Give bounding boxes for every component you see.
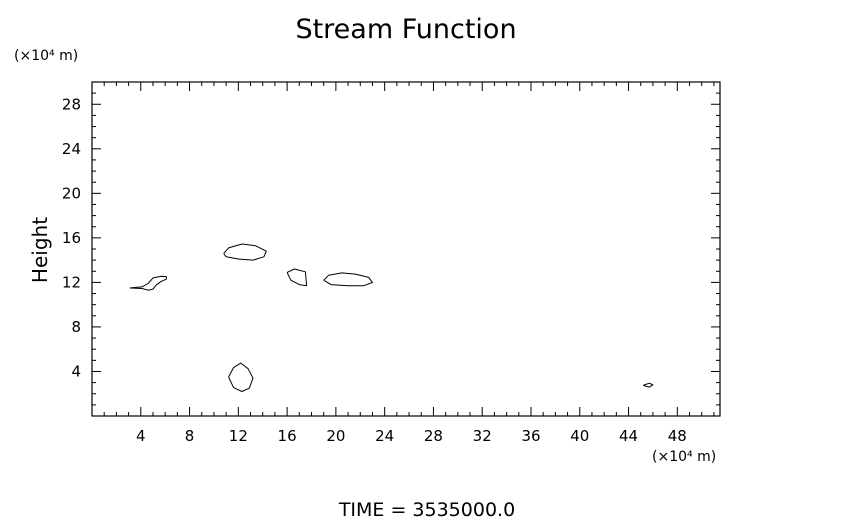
time-footer: TIME = 3535000.0 [338,499,515,519]
x-tick-label: 24 [375,427,394,445]
contour-20 [323,272,373,287]
y-tick-label: 20 [62,184,81,202]
y-tick-label: 4 [71,362,81,380]
x-tick-labels: 4 8 12 16 20 24 28 32 36 40 44 48 [136,427,687,445]
y-tick-labels: 4 8 12 16 20 24 28 [62,95,81,380]
x-tick-label: 32 [473,427,492,445]
y-axis-unit-label: (×10⁴ m) [14,48,78,64]
contour-mid-upper [223,243,267,261]
x-tick-label: 12 [229,427,248,445]
contour-16 [286,268,308,287]
plot-frame [91,81,721,417]
x-tick-label: 44 [619,427,638,445]
contour-right-small [643,382,654,388]
x-tick-label: 36 [521,427,540,445]
x-tick-label: 48 [668,427,687,445]
chart-title: Stream Function [295,14,516,45]
contour-left-tail [129,275,167,291]
y-tick-label: 8 [71,318,81,336]
x-tick-label: 4 [136,427,146,445]
y-axis-label: Height [28,217,52,283]
y-tick-label: 16 [62,229,81,247]
x-axis-unit-label: (×10⁴ m) [652,449,716,465]
y-tick-label: 28 [62,95,81,113]
axis-ticks [92,82,720,416]
contour-low [228,362,254,392]
x-tick-label: 20 [326,427,345,445]
y-tick-label: 12 [62,273,81,291]
x-tick-label: 16 [278,427,297,445]
y-tick-label: 24 [62,140,81,158]
x-tick-label: 40 [570,427,589,445]
contour-lines [129,243,654,392]
x-tick-label: 8 [185,427,195,445]
x-tick-label: 28 [424,427,443,445]
